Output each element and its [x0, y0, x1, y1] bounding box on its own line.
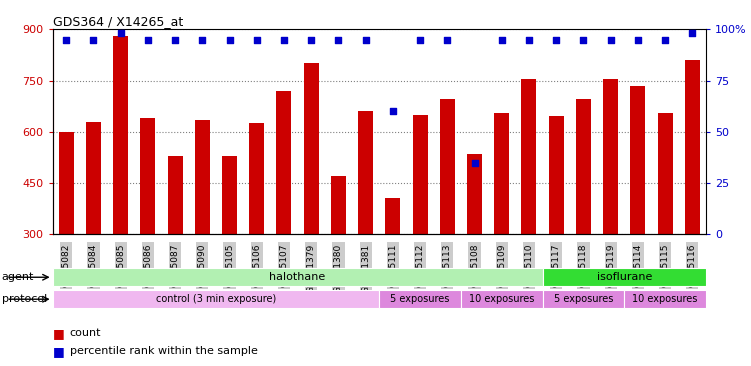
Bar	[461, 290, 542, 308]
Bar	[658, 113, 673, 234]
Text: isoflurane: isoflurane	[596, 272, 652, 282]
Point	[60, 37, 72, 42]
Point	[632, 37, 644, 42]
Point	[142, 37, 154, 42]
Text: ■: ■	[53, 345, 65, 358]
Bar	[549, 116, 564, 234]
Text: agent: agent	[2, 272, 34, 283]
Text: 10 exposures: 10 exposures	[469, 294, 535, 304]
Point	[469, 160, 481, 165]
Point	[442, 37, 454, 42]
Bar	[276, 91, 291, 234]
Text: protocol: protocol	[2, 294, 47, 305]
Point	[605, 37, 617, 42]
Bar	[603, 79, 618, 234]
Bar	[412, 115, 427, 234]
Bar	[331, 176, 346, 234]
Bar	[303, 63, 318, 234]
Text: control (3 min exposure): control (3 min exposure)	[155, 294, 276, 304]
Bar	[167, 156, 182, 234]
Bar	[379, 290, 461, 308]
Bar	[195, 120, 210, 234]
Text: 5 exposures: 5 exposures	[391, 294, 450, 304]
Point	[278, 37, 290, 42]
Bar	[113, 36, 128, 234]
Bar	[467, 154, 482, 234]
Point	[169, 37, 181, 42]
Point	[496, 37, 508, 42]
Bar	[249, 123, 264, 234]
Point	[414, 37, 426, 42]
Bar	[140, 118, 155, 234]
Point	[196, 37, 208, 42]
Point	[360, 37, 372, 42]
Bar	[59, 132, 74, 234]
Bar	[624, 290, 706, 308]
Point	[305, 37, 317, 42]
Text: 10 exposures: 10 exposures	[632, 294, 698, 304]
Text: count: count	[70, 328, 101, 338]
Point	[550, 37, 562, 42]
Bar	[494, 113, 509, 234]
Point	[333, 37, 345, 42]
Text: percentile rank within the sample: percentile rank within the sample	[70, 346, 258, 356]
Text: ■: ■	[53, 326, 65, 340]
Bar	[685, 60, 700, 234]
Bar	[358, 111, 373, 234]
Point	[659, 37, 671, 42]
Point	[523, 37, 535, 42]
Point	[686, 30, 698, 36]
Point	[115, 30, 127, 36]
Text: 5 exposures: 5 exposures	[553, 294, 613, 304]
Bar	[630, 86, 645, 234]
Bar	[53, 290, 379, 308]
Text: halothane: halothane	[270, 272, 326, 282]
Point	[224, 37, 236, 42]
Bar	[542, 290, 624, 308]
Bar	[222, 156, 237, 234]
Point	[578, 37, 590, 42]
Point	[87, 37, 99, 42]
Text: GDS364 / X14265_at: GDS364 / X14265_at	[53, 15, 182, 28]
Bar	[576, 99, 591, 234]
Bar	[53, 268, 542, 286]
Point	[251, 37, 263, 42]
Bar	[440, 99, 455, 234]
Bar	[385, 198, 400, 234]
Bar	[542, 268, 706, 286]
Point	[387, 108, 399, 114]
Bar	[521, 79, 536, 234]
Bar	[86, 122, 101, 234]
